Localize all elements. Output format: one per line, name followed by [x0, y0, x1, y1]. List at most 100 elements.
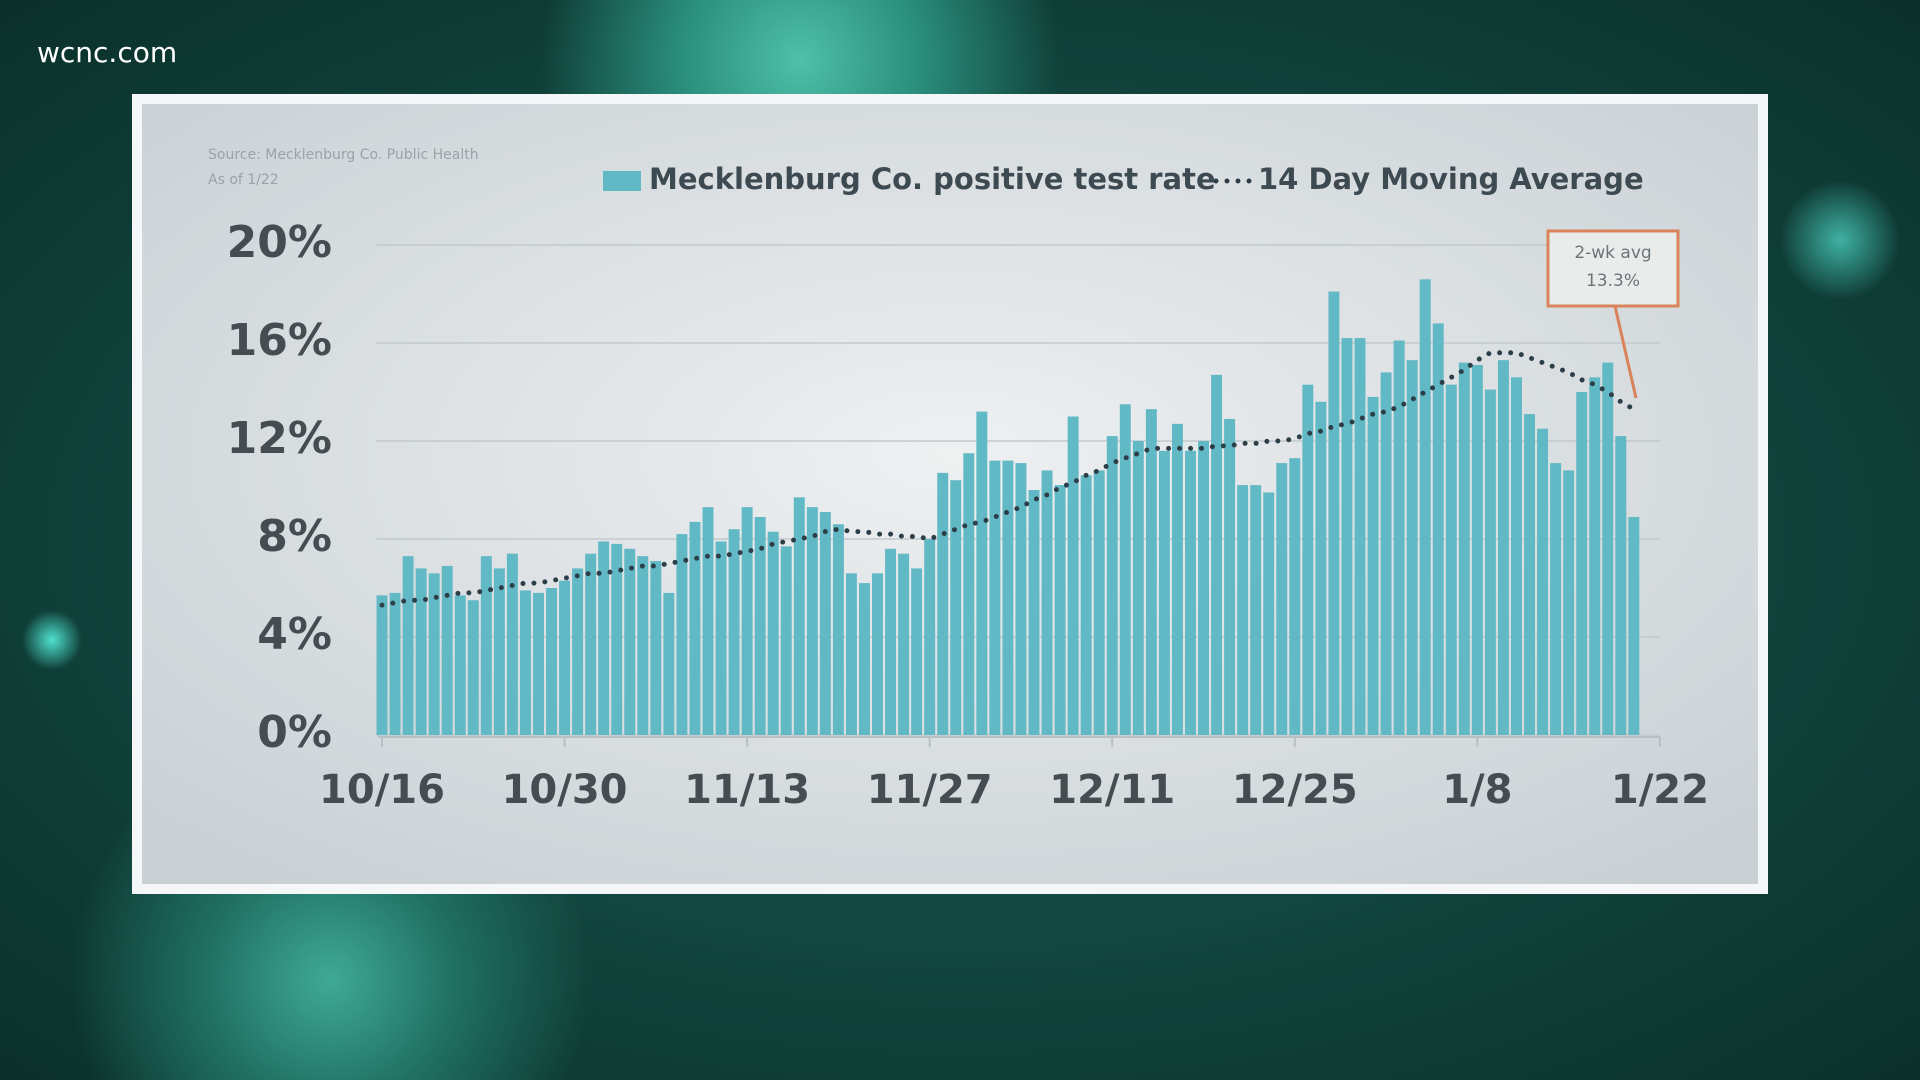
bar: [1185, 450, 1196, 735]
bar: [1015, 463, 1027, 735]
annotation-arrow: [1613, 305, 1638, 399]
bar: [546, 588, 557, 735]
bar: [950, 480, 962, 735]
bar: [741, 507, 753, 735]
bar: [1419, 279, 1431, 735]
bar: [376, 595, 388, 735]
bar: [402, 556, 414, 735]
annotation-text: 13.3%: [1586, 271, 1640, 291]
bar: [1589, 377, 1601, 735]
bar: [663, 592, 675, 735]
x-tick-label: 10/16: [319, 767, 445, 813]
bar: [793, 497, 805, 735]
source: Source: Mecklenburg Co. Public Health: [208, 147, 479, 163]
bar: [598, 541, 610, 735]
bar: [689, 521, 701, 735]
bar: [1302, 384, 1314, 735]
bar: [1380, 372, 1392, 735]
bar: [937, 472, 949, 735]
bar: [493, 568, 505, 735]
x-tick-label: 11/13: [684, 767, 810, 813]
bar: [1458, 362, 1470, 735]
bar: [898, 553, 910, 735]
bar: [637, 556, 649, 735]
bar: [611, 543, 623, 735]
bar: [1041, 470, 1053, 735]
bar: [624, 548, 636, 735]
bar: [702, 507, 714, 735]
bar: [454, 595, 466, 735]
bar: [1432, 323, 1444, 735]
bar: [415, 568, 427, 735]
bar: [585, 553, 597, 735]
bar: [806, 507, 818, 735]
bar: [1106, 436, 1118, 735]
bar: [1145, 409, 1157, 735]
bar: [1211, 374, 1223, 735]
bar: [989, 460, 1001, 735]
brand: wcnc.com: [37, 36, 177, 69]
bar: [1276, 463, 1288, 735]
x-tick-label: 10/30: [502, 767, 628, 813]
bar: [1054, 485, 1066, 735]
bar: [1198, 441, 1209, 735]
bar: [1093, 470, 1105, 735]
bar: [963, 453, 975, 735]
bar: [728, 529, 740, 735]
bar: [1067, 416, 1079, 735]
bar: [924, 539, 936, 735]
legend-label: Mecklenburg Co. positive test rate: [649, 162, 1216, 196]
bar: [1550, 463, 1562, 735]
bar: [1132, 441, 1144, 735]
y-tick-label: 16%: [227, 315, 332, 366]
bar: [1250, 485, 1262, 735]
legend-swatch: [603, 171, 641, 191]
bar: [1484, 389, 1496, 735]
bar: [428, 573, 440, 735]
annotation-box: [1546, 229, 1680, 308]
bar: [1289, 458, 1301, 735]
bar: [1315, 401, 1327, 735]
legend-label: 14 Day Moving Average: [1258, 162, 1644, 196]
bar: [1563, 470, 1575, 735]
bar: [715, 541, 727, 735]
bar: [533, 592, 544, 735]
bar: [1602, 362, 1614, 735]
bar: [1471, 365, 1483, 735]
bar: [1080, 475, 1092, 735]
bar: [754, 516, 766, 735]
bar: [467, 600, 479, 735]
y-tick-label: 0%: [257, 707, 332, 758]
bar: [1497, 360, 1509, 735]
bar: [1367, 396, 1379, 735]
bar: [1615, 436, 1627, 735]
bar: [1524, 414, 1535, 735]
bar: [845, 573, 857, 735]
source-date: As of 1/22: [208, 172, 279, 188]
bar: [441, 565, 453, 735]
bar: [885, 548, 897, 735]
bar: [1393, 340, 1405, 735]
bar: [976, 411, 988, 735]
bar: [1328, 291, 1340, 735]
x-tick-label: 12/25: [1232, 767, 1358, 813]
bar: [572, 568, 584, 735]
bar: [819, 512, 831, 735]
x-tick-label: 12/11: [1049, 767, 1175, 813]
y-tick-label: 4%: [257, 609, 332, 660]
bar: [1341, 338, 1353, 735]
bar: [859, 583, 870, 735]
bar: [780, 546, 792, 735]
bar: [1445, 384, 1457, 735]
bar: [1224, 418, 1236, 735]
bar: [911, 568, 923, 735]
y-tick-label: 12%: [227, 413, 332, 464]
bar: [1002, 460, 1014, 735]
bar: [1028, 490, 1040, 735]
bar: [480, 556, 492, 735]
bar: [1237, 485, 1249, 735]
y-tick-label: 20%: [227, 217, 332, 268]
x-tick-label: 1/22: [1611, 767, 1709, 813]
bar: [1354, 338, 1366, 735]
bar: [832, 524, 844, 735]
